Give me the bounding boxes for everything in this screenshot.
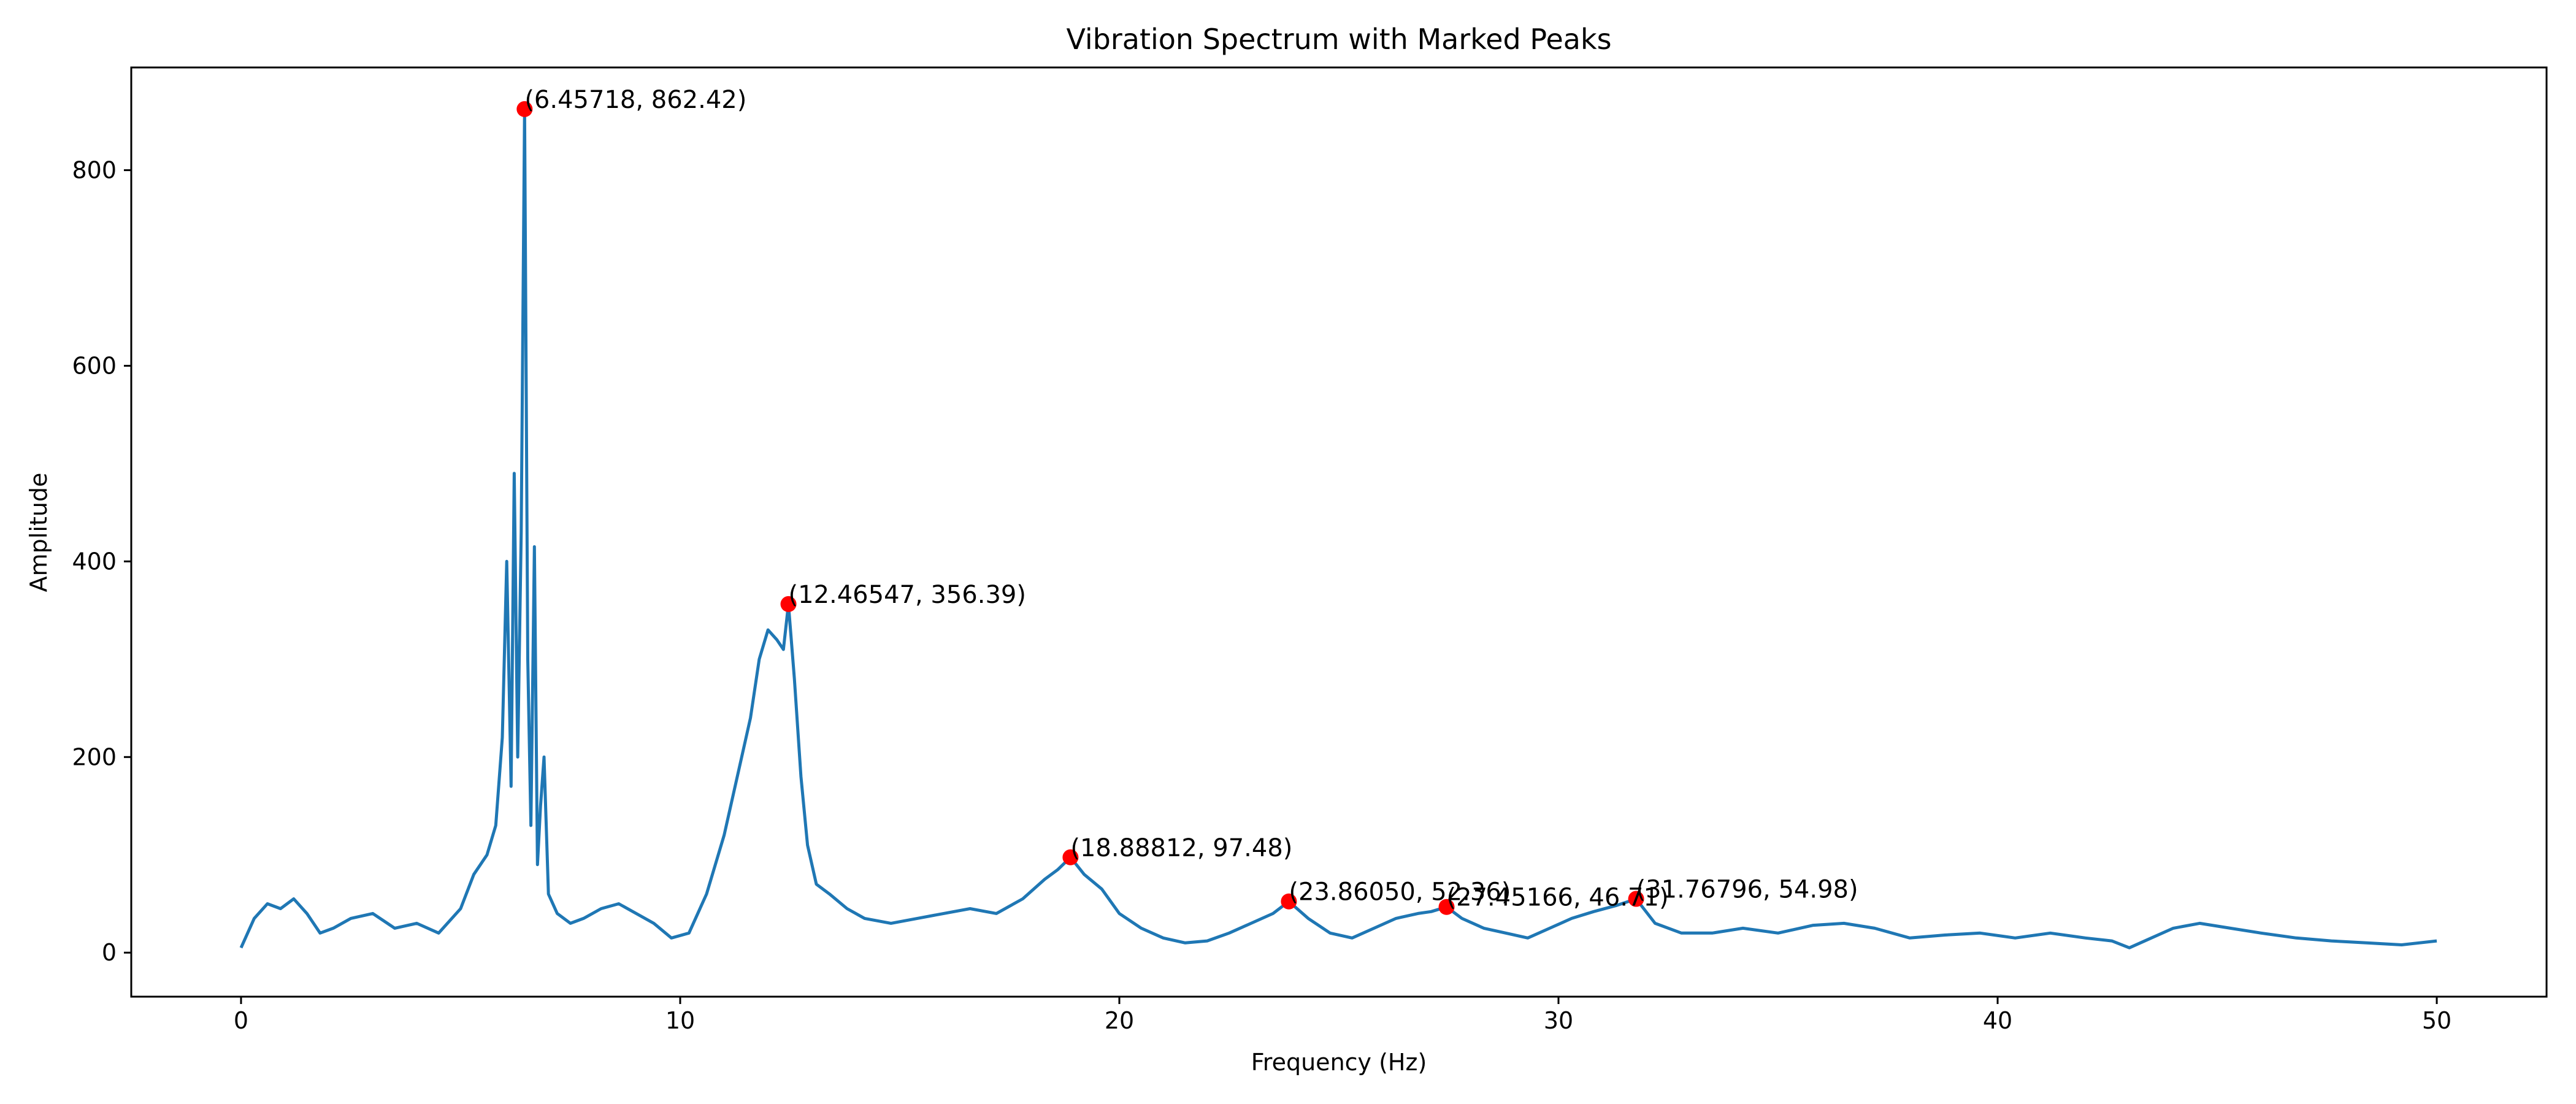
- axes-frame: [130, 66, 2548, 998]
- x-tick-label: 20: [1105, 1007, 1134, 1034]
- peak-marker: [1438, 899, 1455, 915]
- peak-markers: [516, 101, 1644, 915]
- peak-label: (27.45166, 46.71): [1447, 884, 1669, 912]
- peak-label: (31.76796, 54.98): [1636, 876, 1858, 904]
- x-axis-ticks: 0 10 20 30 40 50: [234, 997, 2451, 1034]
- peak-marker: [516, 101, 533, 117]
- y-tick-label: 200: [72, 743, 117, 770]
- x-tick-label: 50: [2422, 1007, 2451, 1034]
- y-axis-label: Amplitude: [25, 473, 52, 592]
- peak-marker: [780, 596, 797, 612]
- peak-marker: [1628, 891, 1644, 907]
- peak-label: (12.46547, 356.39): [789, 581, 1026, 609]
- chart-title: Vibration Spectrum with Marked Peaks: [1066, 23, 1611, 56]
- plot-area: (6.45718, 862.42) (12.46547, 356.39) (18.8…: [130, 66, 2548, 998]
- series-line-0: [239, 107, 2437, 949]
- peak-label: (23.86050, 52.36): [1289, 878, 1511, 907]
- peak-annotations: (6.45718, 862.42) (12.46547, 356.39) (18.8…: [524, 86, 1858, 912]
- x-tick-label: 40: [1983, 1007, 2012, 1034]
- y-tick-label: 600: [72, 352, 117, 379]
- x-tick-label: 10: [665, 1007, 695, 1034]
- y-tick-label: 800: [72, 156, 117, 183]
- peak-label: (18.88812, 97.48): [1070, 834, 1292, 862]
- y-tick-label: 0: [102, 939, 117, 966]
- peak-marker: [1281, 893, 1297, 910]
- peak-marker: [1062, 849, 1079, 865]
- x-tick-label: 30: [1544, 1007, 1573, 1034]
- peak-label: (6.45718, 862.42): [524, 86, 746, 114]
- y-axis-ticks: 0 200 400 600 800: [72, 156, 131, 966]
- x-tick-label: 0: [234, 1007, 248, 1034]
- series-layer: [239, 107, 2437, 949]
- y-tick-label: 400: [72, 548, 117, 575]
- x-axis-label: Frequency (Hz): [1251, 1049, 1427, 1076]
